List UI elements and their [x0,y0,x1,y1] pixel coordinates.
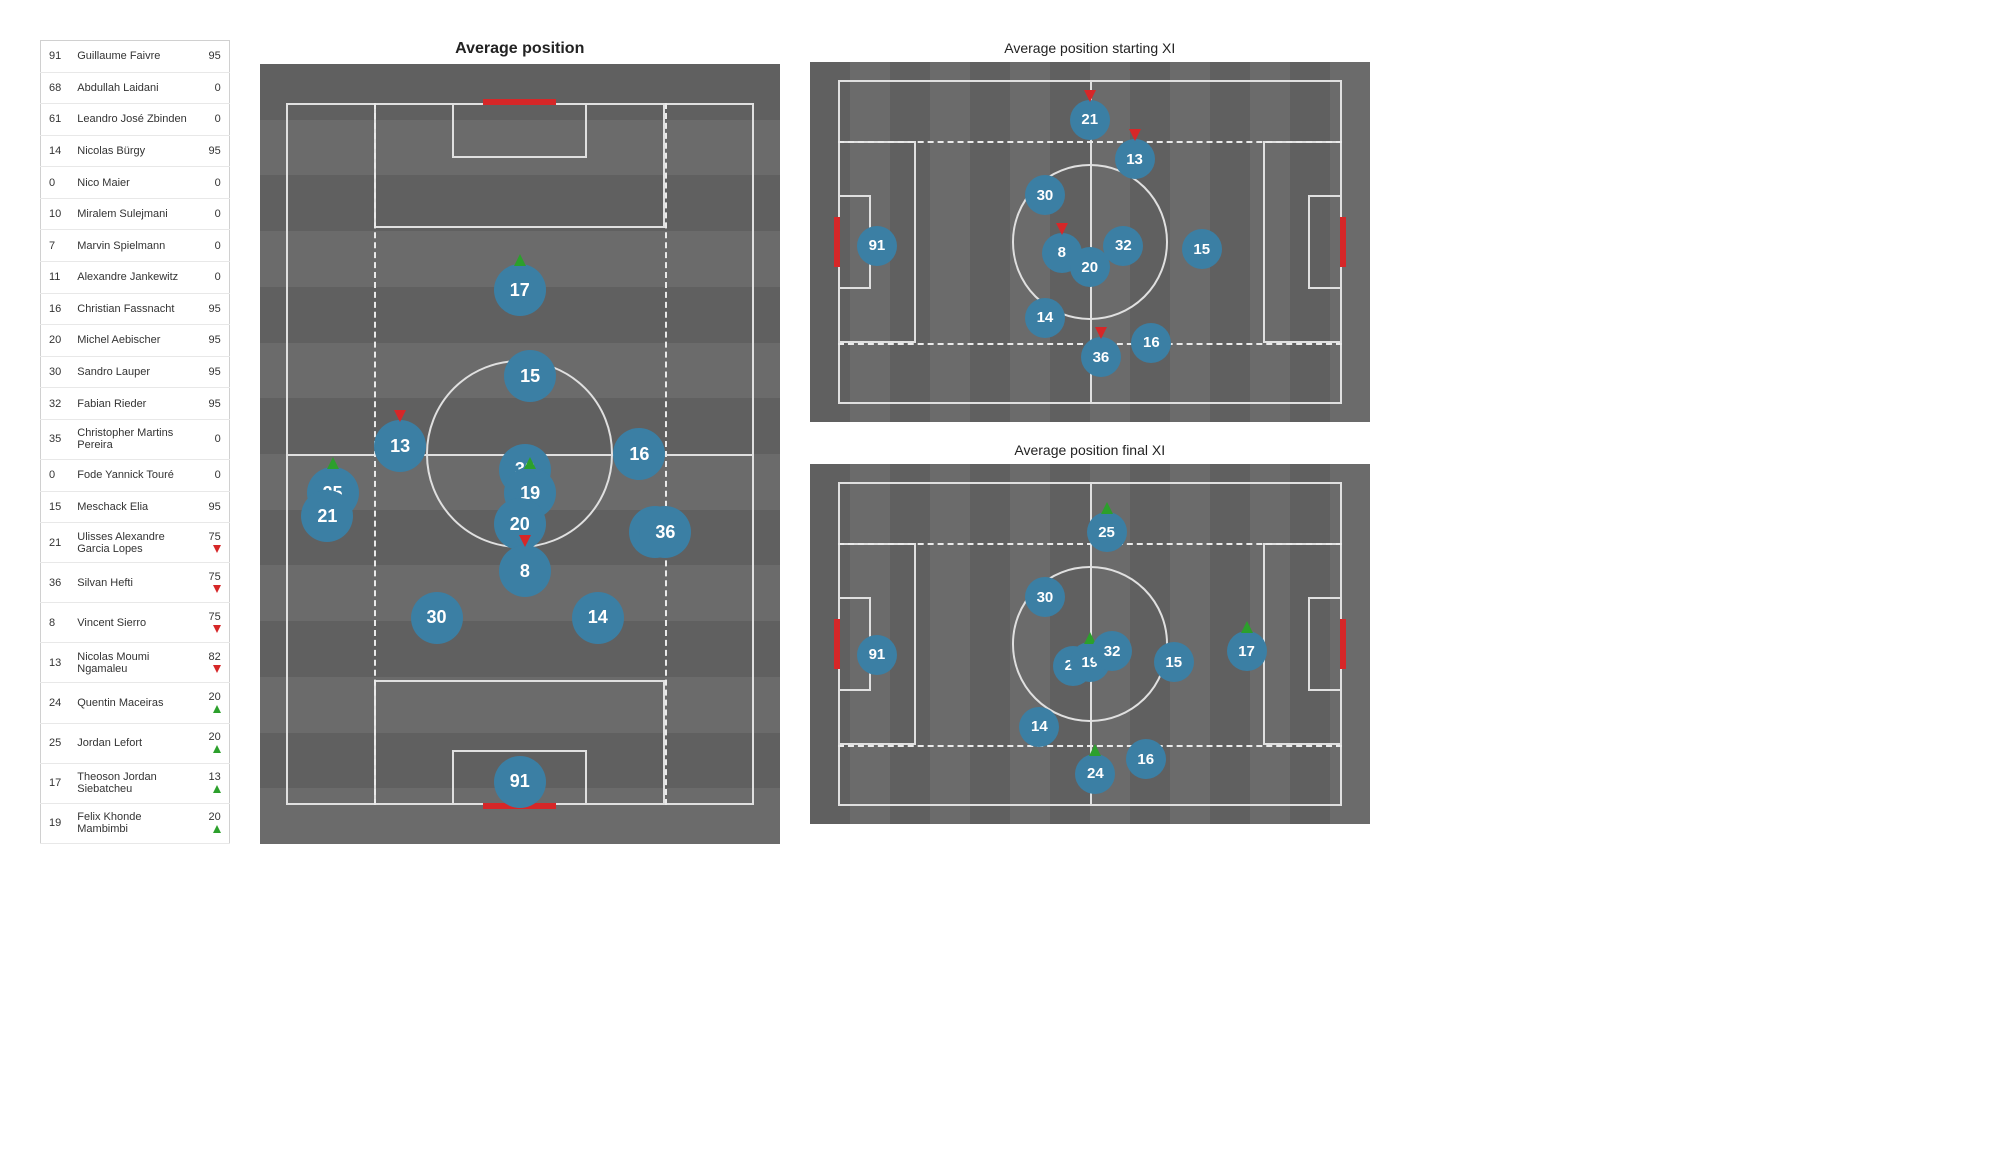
player-marker: 17 [1227,631,1267,671]
sub-off-icon [1095,327,1107,339]
player-marker: 32 [1092,631,1132,671]
table-row: 20Michel Aebischer95 [41,325,230,357]
sub-off-icon [213,665,221,673]
sub-on-icon [213,745,221,753]
table-row: 7Marvin Spielmann0 [41,230,230,262]
sub-off-icon [1084,90,1096,102]
sub-off-icon [213,625,221,633]
sub-on-icon [524,457,536,469]
table-row: 35Christopher Martins Pereira0 [41,419,230,459]
table-row: 91Guillaume Faivre95 [41,41,230,73]
player-marker: 14 [1019,707,1059,747]
player-marker: 15 [504,350,556,402]
right-column: Average position starting XI 21133091820… [810,40,1370,844]
sub-on-icon [327,457,339,469]
table-row: 13Nicolas Moumi Ngamaleu82 [41,643,230,683]
main-pitch: 17151316253219212024368301491 [260,64,780,844]
player-marker: 91 [494,756,546,808]
final-pitch-title: Average position final XI [810,442,1370,458]
table-row: 17Theoson Jordan Siebatcheu13 [41,763,230,803]
table-row: 36Silvan Hefti75 [41,563,230,603]
player-marker: 8 [499,545,551,597]
player-marker: 13 [1115,139,1155,179]
player-marker: 16 [613,428,665,480]
sub-on-icon [213,825,221,833]
starting-pitch-title: Average position starting XI [810,40,1370,56]
sub-on-icon [1241,621,1253,633]
player-marker: 14 [572,592,624,644]
table-row: 25Jordan Lefort20 [41,723,230,763]
main-pitch-title: Average position [260,40,780,58]
sub-on-icon [1101,502,1113,514]
player-marker: 16 [1131,323,1171,363]
player-marker: 14 [1025,298,1065,338]
player-marker: 36 [1081,337,1121,377]
table-row: 16Christian Fassnacht95 [41,293,230,325]
table-row: 68Abdullah Laidani0 [41,72,230,104]
player-marker: 24 [1075,754,1115,794]
player-marker: 20 [1070,247,1110,287]
table-row: 19Felix Khonde Mambimbi20 [41,803,230,843]
player-marker: 17 [494,264,546,316]
sub-on-icon [213,785,221,793]
sub-on-icon [1089,744,1101,756]
player-marker: 15 [1154,642,1194,682]
player-marker: 16 [1126,739,1166,779]
sub-off-icon [1129,129,1141,141]
table-row: 0Nico Maier0 [41,167,230,199]
player-marker: 25 [1087,512,1127,552]
table-row: 30Sandro Lauper95 [41,356,230,388]
sub-off-icon [519,535,531,547]
table-row: 8Vincent Sierro75 [41,603,230,643]
starting-pitch: 211330918203215143616 [810,62,1370,422]
table-row: 21Ulisses Alexandre Garcia Lopes75 [41,523,230,563]
player-marker: 21 [301,490,353,542]
player-marker: 15 [1182,229,1222,269]
table-row: 11Alexandre Jankewitz0 [41,262,230,294]
sub-off-icon [213,585,221,593]
player-marker: 32 [1103,226,1143,266]
sub-off-icon [213,545,221,553]
player-marker: 36 [639,506,691,558]
player-marker: 30 [411,592,463,644]
player-marker: 91 [857,226,897,266]
player-marker: 30 [1025,175,1065,215]
table-row: 10Miralem Sulejmani0 [41,198,230,230]
sub-on-icon [213,705,221,713]
table-row: 0Fode Yannick Touré0 [41,460,230,492]
table-row: 61Leandro José Zbinden0 [41,104,230,136]
player-marker: 30 [1025,577,1065,617]
player-table: 91Guillaume Faivre9568Abdullah Laidani06… [40,40,230,844]
table-row: 24Quentin Maceiras20 [41,683,230,723]
player-marker: 13 [374,420,426,472]
sub-off-icon [1056,223,1068,235]
table-row: 15Meschack Elia95 [41,491,230,523]
sub-on-icon [514,254,526,266]
table-row: 14Nicolas Bürgy95 [41,135,230,167]
table-row: 32Fabian Rieder95 [41,388,230,420]
main-pitch-column: Average position 17151316253219212024368… [260,40,780,844]
final-pitch: 2530912019321517142416 [810,464,1370,824]
player-marker: 21 [1070,100,1110,140]
player-marker: 91 [857,635,897,675]
sub-off-icon [394,410,406,422]
